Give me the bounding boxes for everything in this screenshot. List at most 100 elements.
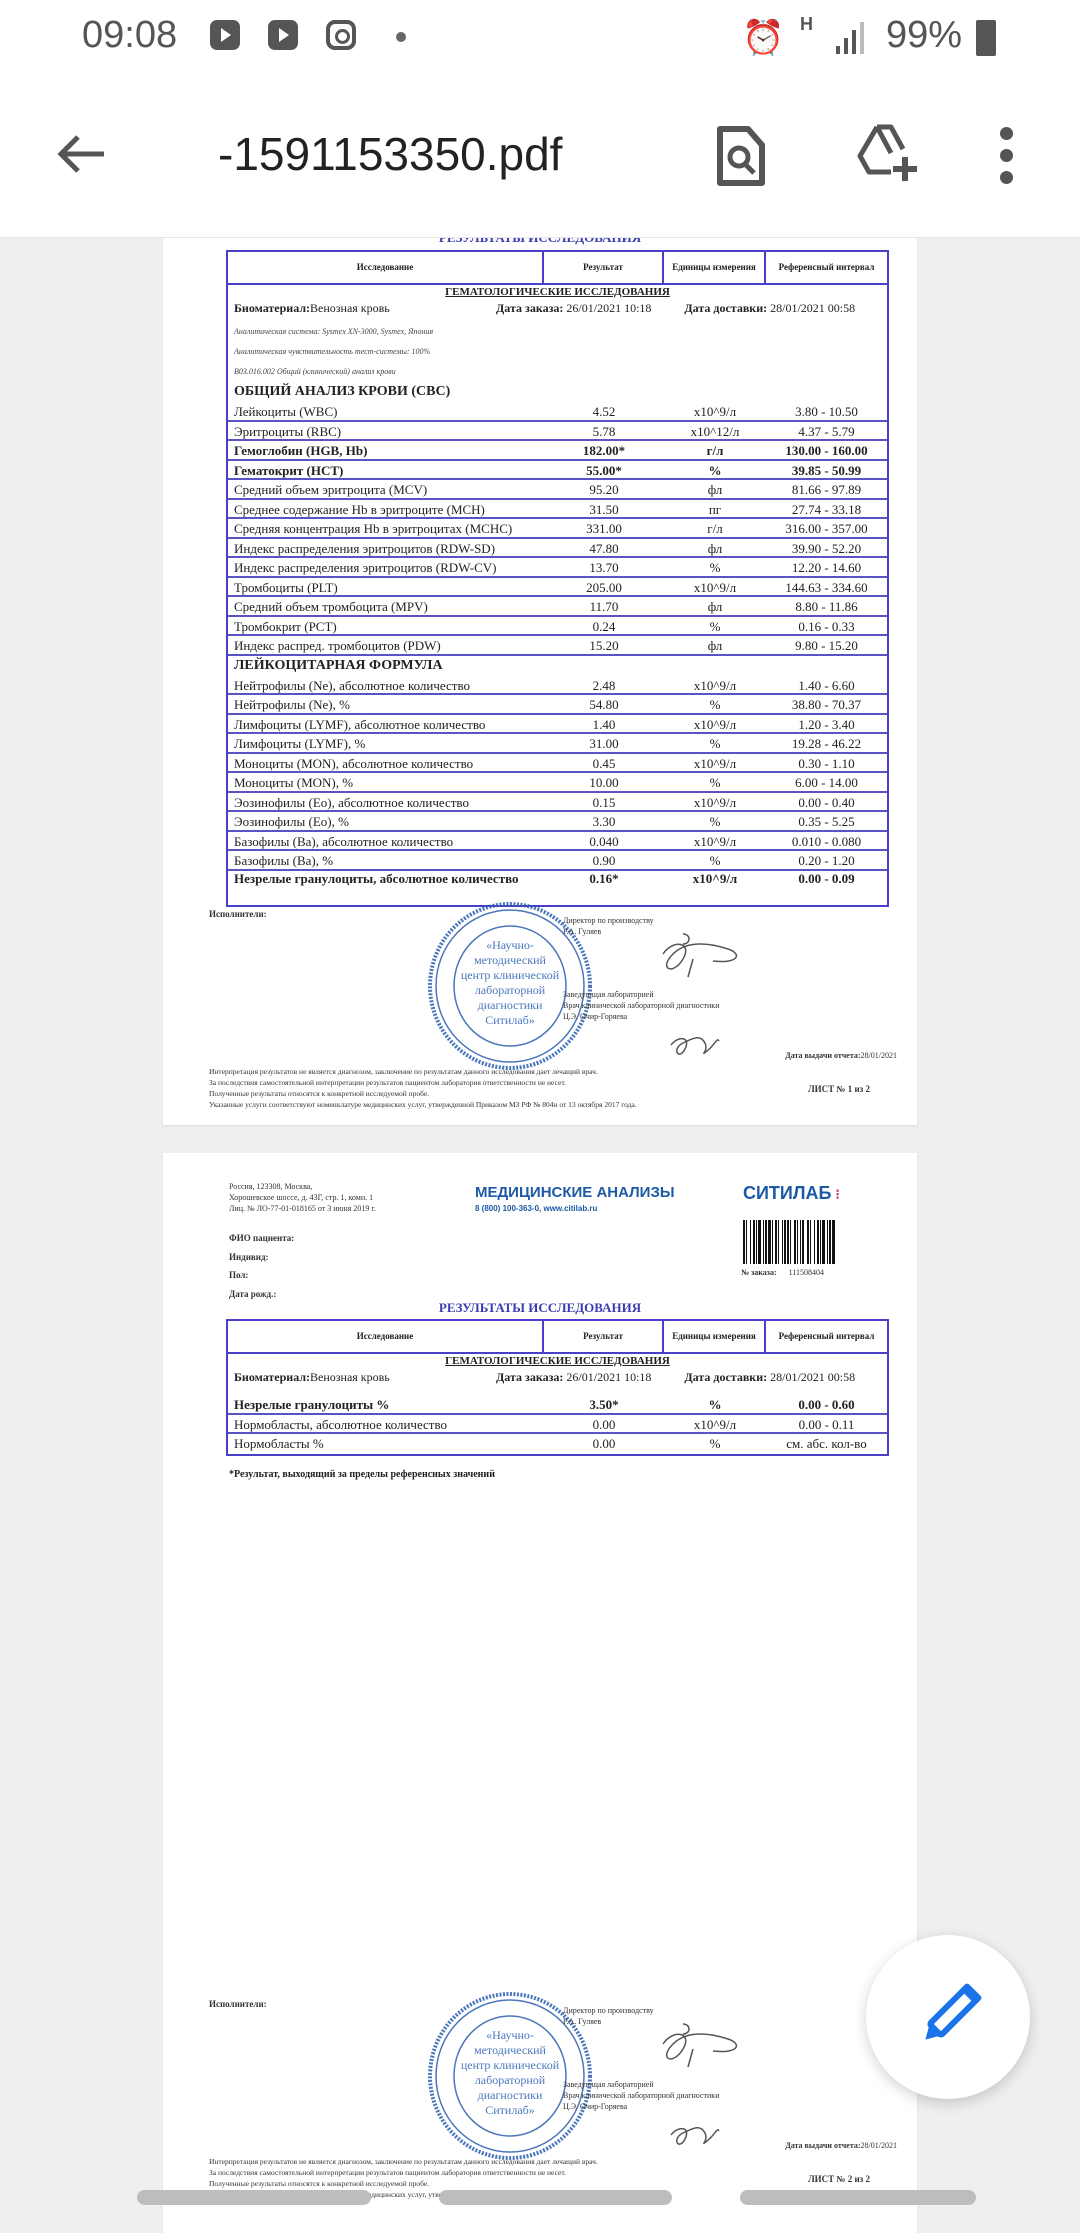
reference-interval: 0.20 - 1.20 [798,853,855,868]
head-title-2: Врач клинической лабораторной диагностик… [563,1001,720,1010]
analysis-note: Аналитическая система: Sysmex XN-3000, S… [234,327,434,336]
test-unit: фл [707,599,723,614]
director-signature [662,933,738,978]
test-name: Эритроциты (RBC) [234,423,342,439]
table-row: Тромбоциты (PLT) 205.00 x10^9/л 144.63 -… [228,578,887,597]
table-row: Базофилы (Ba), абсолютное количество 0.0… [228,832,887,851]
order-number-label: № заказа: [741,1268,777,1277]
test-unit: % [708,1397,722,1412]
test-unit: % [709,736,721,751]
back-arrow-icon[interactable] [52,129,112,179]
test-result: 1.40 [592,716,616,732]
sheet-number: ЛИСТ № 2 из 2 [807,2174,870,2184]
results-title: РЕЗУЛЬТАТЫ ИССЛЕДОВАНИЯ [438,1300,642,1315]
reference-interval: 39.90 - 52.20 [791,540,862,556]
test-result: 55.00* [586,462,622,478]
reference-interval: 39.85 - 50.99 [791,462,862,478]
battery-icon [976,20,996,56]
add-to-drive-icon[interactable] [855,123,921,185]
test-result: 0.16* [589,870,619,886]
biomaterial-line: Биоматериал: Венозная кровь Дата заказа:… [228,300,887,316]
test-name: Эозинофилы (Eo), % [234,814,349,829]
network-type: H [800,14,813,34]
test-name: Лимфоциты (LYMF), абсолютное количество [234,716,486,732]
reference-interval: 81.66 - 97.89 [791,482,862,497]
test-unit: x10^9/л [693,755,737,771]
scrollbar-handle[interactable] [439,2190,672,2205]
disclaimer-line: Указанные услуги соответствуют номенклат… [209,1100,637,1109]
test-name: Нормобласты % [234,1436,324,1451]
table-row: Эритроциты (RBC) 5.78 x10^12/л 4.37 - 5.… [228,422,887,441]
stamp-text: «Научно- [486,938,534,952]
test-result: 11.70 [589,599,619,614]
test-result: 13.70 [589,560,619,575]
order-date-label: Дата заказа: [496,1370,564,1384]
notification-dot-icon [396,32,406,42]
test-result: 15.20 [589,638,619,653]
issue-date: Дата выдачи отчета:28/01/2021 [785,1050,897,1061]
test-result: 10.00 [589,775,619,790]
director-title: Директор по производству [563,916,654,925]
pdf-page-1: РЕЗУЛЬТАТЫ ИССЛЕДОВАНИЯ Исследование Рез… [163,232,917,1125]
column-header: Референсный интервал [778,1331,875,1341]
test-unit: x10^9/л [693,833,737,849]
executors-label: Исполнители: [209,1999,267,2009]
order-date: 26/01/2021 10:18 [566,1370,652,1384]
stamp-text: диагностики [478,998,543,1012]
stamp-text: «Научно- [486,2028,534,2042]
stamp-text: лабораторной [475,983,546,997]
delivery-date-label: Дата доставки: [684,1370,768,1384]
test-name: Средняя концентрация Hb в эритроцитах (M… [234,521,513,536]
disclaimers: Интерпретация результатов не является ди… [209,1066,637,1110]
director-signature-block: Директор по производству Р.А. Гуляев [563,915,654,937]
reference-interval: 19.28 - 46.22 [791,736,862,751]
table-header: Исследование Результат Единицы измерения… [228,1321,887,1354]
test-result: 54.80 [589,697,619,712]
test-result: 31.50 [589,501,619,517]
table-row: Базофилы (Ba), % 0.90 % 0.20 - 1.20 [228,851,887,871]
test-result: 4.52 [592,404,616,419]
lab-head-signature [670,1037,720,1055]
test-unit: x10^12/л [690,423,740,439]
test-result: 3.30 [592,814,616,829]
stamp-text: диагностики [478,2088,543,2102]
more-vert-icon[interactable] [1000,127,1016,193]
test-unit: x10^9/л [692,870,738,886]
brand-contacts: 8 (800) 100-363-0, www.citilab.ru [475,1204,598,1213]
patient-name-label: ФИО пациента: [229,1233,295,1243]
reference-interval: 0.00 - 0.60 [798,1397,855,1412]
test-unit: % [709,1436,721,1451]
table-row: Лейкоциты (WBC) 4.52 x10^9/л 3.80 - 10.5… [228,402,887,422]
test-name: Нейтрофилы (Ne), абсолютное количество [234,677,471,693]
scrollbar-handle[interactable] [740,2190,976,2205]
test-unit: г/л [707,521,723,536]
test-unit: % [709,697,721,712]
table-row: Нейтрофилы (Ne), % 54.80 % 38.80 - 70.37 [228,695,887,715]
reference-interval: 130.00 - 160.00 [785,443,868,458]
table-row: Гемоглобин (HGB, Hb) 182.00* г/л 130.00 … [228,441,887,461]
reference-interval: 316.00 - 357.00 [785,521,868,536]
test-name: Лейкоциты (WBC) [234,404,338,419]
biomaterial-label: Биоматериал: [234,301,311,315]
table-row: Лимфоциты (LYMF), % 31.00 % 19.28 - 46.2… [228,734,887,754]
address-line: Россия, 123308, Москва, [229,1182,313,1191]
test-result: 95.20 [589,482,619,497]
order-number-value: 111508404 [788,1268,825,1277]
table-row: Средний объем эритроцита (MCV) 95.20 фл … [228,480,887,500]
reference-interval: 0.00 - 0.11 [798,1416,855,1432]
issue-date-value: 28/01/2021 [860,2141,897,2150]
table-row: Незрелые гранулоциты, абсолютное количес… [228,871,887,905]
test-result: 47.80 [589,540,619,556]
reference-interval: 0.00 - 0.40 [798,794,855,810]
scrollbar-handle[interactable] [137,2190,371,2205]
test-name: Моноциты (MON), абсолютное количество [234,755,474,771]
table-row: Нормобласты % 0.00 % см. абс. кол-во [228,1434,887,1454]
test-name: Моноциты (MON), % [234,775,354,790]
biomaterial-label: Биоматериал: [234,1370,311,1384]
issue-date: Дата выдачи отчета:28/01/2021 [785,2140,897,2151]
column-header: Результат [544,1321,664,1352]
search-document-icon[interactable] [716,125,766,187]
column-header: Исследование [228,252,544,283]
test-name: Незрелые гранулоциты % [234,1397,390,1412]
edit-fab-button[interactable] [866,1935,1030,2099]
